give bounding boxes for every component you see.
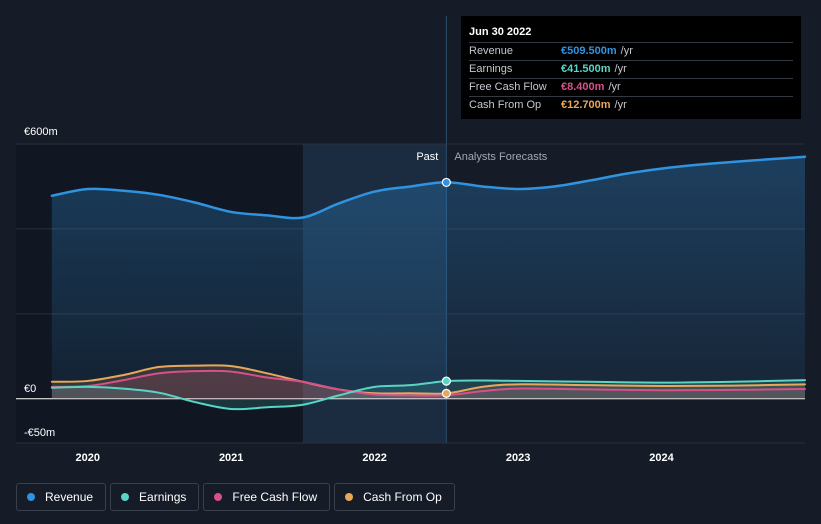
x-tick-label: 2024 — [649, 452, 674, 464]
data-tooltip: Jun 30 2022 Revenue €509.500m /yr Earnin… — [461, 16, 801, 119]
legend-dot-icon — [214, 493, 223, 501]
tooltip-row-revenue: Revenue €509.500m /yr — [469, 42, 793, 60]
tooltip-label: Revenue — [469, 45, 514, 57]
past-label: Past — [416, 151, 438, 163]
tooltip-label: Cash From Op — [469, 99, 542, 111]
legend-dot-icon — [121, 493, 130, 501]
legend-dot-icon — [345, 493, 354, 501]
x-tick-label: 2023 — [506, 452, 530, 464]
tooltip-label: Earnings — [469, 63, 513, 75]
legend-label: Cash From Op — [363, 490, 442, 504]
legend-item-earnings[interactable]: Earnings — [110, 483, 200, 511]
tooltip-value: €41.500m — [561, 63, 611, 75]
free-cash-flow-line — [50, 369, 806, 397]
tooltip-row-earnings: Earnings €41.500m /yr — [469, 60, 793, 78]
tooltip-value: €509.500m — [561, 45, 617, 57]
x-tick-label: 2021 — [219, 452, 243, 464]
legend-item-revenue[interactable]: Revenue — [16, 483, 107, 511]
free-cash-flow-area — [51, 370, 805, 399]
tooltip-row-free-cash-flow: Free Cash Flow €8.400m /yr — [469, 78, 793, 96]
y-tick-label: -€50m — [24, 427, 55, 439]
legend-dot-icon — [27, 493, 35, 501]
legend-label: Free Cash Flow — [232, 490, 318, 504]
chart-legend: Revenue Earnings Free Cash Flow Cash Fro… — [16, 483, 455, 511]
tooltip-row-cash-from-op: Cash From Op €12.700m /yr — [469, 96, 793, 114]
tooltip-unit: /yr — [614, 99, 627, 111]
legend-label: Earnings — [139, 490, 187, 504]
forecast-label: Analysts Forecasts — [454, 151, 547, 163]
cash-from-op-marker — [441, 388, 451, 398]
tooltip-label: Free Cash Flow — [469, 81, 547, 93]
tooltip-value: €8.400m — [561, 81, 605, 93]
legend-item-free-cash-flow[interactable]: Free Cash Flow — [203, 483, 331, 511]
earnings-line — [50, 379, 806, 411]
revenue-marker — [441, 177, 451, 188]
tooltip-unit: /yr — [620, 45, 633, 57]
tooltip-unit: /yr — [614, 63, 627, 75]
tooltip-unit: /yr — [608, 81, 621, 93]
legend-label: Revenue — [45, 490, 94, 504]
revenue-line — [50, 155, 807, 220]
legend-item-cash-from-op[interactable]: Cash From Op — [334, 483, 455, 511]
y-tick-label: €600m — [24, 126, 58, 138]
tooltip-date: Jun 30 2022 — [469, 26, 532, 38]
revenue-area — [51, 156, 805, 399]
tooltip-value: €12.700m — [561, 99, 611, 111]
y-tick-label: €0 — [24, 383, 36, 395]
x-tick-label: 2022 — [362, 452, 386, 464]
x-tick-label: 2020 — [75, 452, 99, 464]
earnings-marker — [441, 376, 451, 386]
